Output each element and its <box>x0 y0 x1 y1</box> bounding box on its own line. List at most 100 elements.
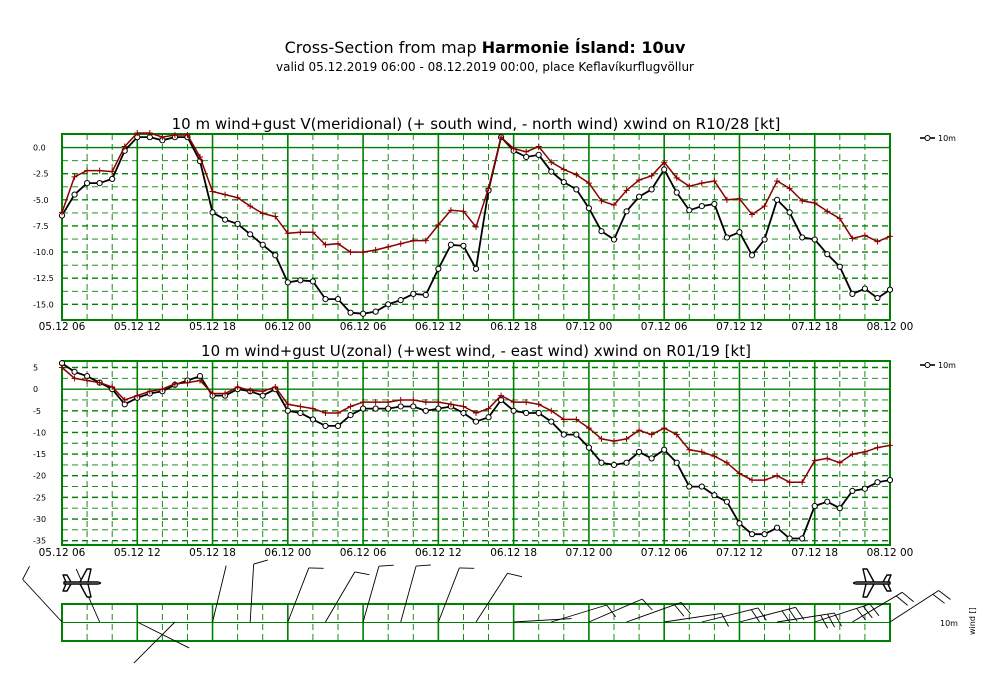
data-point-gust <box>309 229 316 236</box>
wind-barb <box>551 604 616 623</box>
data-point-gust <box>121 143 128 150</box>
data-point-10m <box>661 166 668 173</box>
data-point-10m <box>334 296 342 303</box>
data-point-10m <box>410 290 417 297</box>
data-point-gust <box>573 416 580 423</box>
data-point-gust <box>360 399 367 406</box>
data-point-10m <box>673 459 680 466</box>
data-point-10m <box>886 476 894 484</box>
plot-frame <box>61 360 891 546</box>
data-point-gust <box>59 364 65 371</box>
data-point-gust <box>723 459 730 466</box>
data-point-gust <box>322 241 329 248</box>
data-point-10m <box>811 236 818 243</box>
data-point-10m <box>786 209 793 216</box>
wind-barb-staff <box>889 590 939 623</box>
data-point-gust <box>473 409 479 416</box>
legend-label: 10m <box>938 134 956 143</box>
data-point-10m <box>422 291 429 299</box>
data-point-gust <box>623 187 630 194</box>
data-point-gust <box>861 232 868 239</box>
data-point-gust <box>121 396 128 403</box>
data-point-10m <box>723 498 731 505</box>
data-point-10m <box>372 308 379 315</box>
data-point-10m <box>385 405 392 412</box>
wind-barb <box>437 567 475 623</box>
data-point-10m <box>447 241 455 248</box>
data-point-10m <box>523 153 530 161</box>
data-point-10m <box>861 285 869 292</box>
data-point-10m <box>610 461 618 469</box>
data-point-gust <box>284 230 291 237</box>
x-tick-label: 07.12 00 <box>566 321 613 333</box>
wind-barb-staff <box>626 601 682 623</box>
wind-barb <box>475 572 523 623</box>
data-point-gust <box>485 185 492 192</box>
data-point-gust <box>698 180 705 187</box>
wind-barb-feather <box>757 607 767 621</box>
data-point-10m <box>548 168 555 175</box>
data-point-10m <box>761 531 768 538</box>
data-point-gust <box>623 435 630 442</box>
x-tick-label: 05.12 18 <box>189 321 236 333</box>
chart-title-prefix: Cross-Section from map <box>284 38 482 57</box>
wind-barb <box>133 621 176 664</box>
data-point-10m <box>259 241 266 248</box>
wind-barb-panel <box>22 559 951 664</box>
data-point-gust <box>309 405 316 412</box>
data-point-gust <box>548 407 555 414</box>
wind-barb-staff <box>664 612 722 623</box>
data-point-10m <box>234 220 241 227</box>
data-point-gust <box>849 451 856 458</box>
data-point-gust <box>874 444 881 451</box>
data-point-gust <box>749 211 755 218</box>
wind-barb-feather <box>22 566 30 580</box>
data-point-gust <box>435 399 442 406</box>
x-tick-label: 06.12 00 <box>264 321 311 333</box>
data-point-gust <box>447 401 454 408</box>
x-tick-label: 08.12 00 <box>867 547 914 559</box>
panel-title: 10 m wind+gust V(meridional) (+ south wi… <box>172 115 781 133</box>
data-point-10m <box>334 422 342 430</box>
x-tick-label: 06.12 12 <box>415 321 462 333</box>
data-point-gust <box>422 237 429 244</box>
data-point-gust <box>560 416 567 423</box>
data-point-gust <box>573 171 580 178</box>
data-point-10m <box>748 531 756 538</box>
data-point-gust <box>171 380 178 387</box>
wind-barb-staff <box>212 565 227 623</box>
x-tick-label: 06.12 06 <box>340 547 387 559</box>
x-tick-label: 06.12 12 <box>415 547 462 559</box>
data-point-gust <box>473 224 479 230</box>
wind-barb-feather <box>680 602 691 615</box>
wind-barb <box>739 606 805 624</box>
data-point-gust <box>510 399 517 406</box>
data-point-gust <box>159 386 166 393</box>
data-point-gust <box>636 176 643 183</box>
wind-barb-feather <box>856 608 867 621</box>
data-point-10m <box>698 483 705 490</box>
data-point-gust <box>184 379 191 386</box>
wind-barb <box>777 612 842 629</box>
data-point-10m <box>209 209 216 216</box>
data-point-gust <box>259 388 266 395</box>
data-point-gust <box>849 235 856 242</box>
data-point-10m <box>96 180 103 187</box>
data-point-gust <box>272 383 279 390</box>
wind-barb <box>325 571 370 623</box>
data-point-gust <box>761 477 768 484</box>
data-point-gust <box>447 207 454 214</box>
data-point-gust <box>824 455 831 462</box>
data-point-gust <box>109 383 116 390</box>
data-point-10m <box>723 234 731 241</box>
data-point-gust <box>460 403 467 410</box>
data-point-10m <box>523 409 530 417</box>
data-point-gust <box>222 390 229 397</box>
wind-panel-legend-label: 10m <box>940 619 958 628</box>
panel-title: 10 m wind+gust U(zonal) (+west wind, - e… <box>201 342 751 360</box>
data-point-gust <box>861 448 868 455</box>
plane-shape <box>852 568 892 598</box>
data-point-10m <box>773 524 781 531</box>
data-point-gust <box>96 379 103 386</box>
